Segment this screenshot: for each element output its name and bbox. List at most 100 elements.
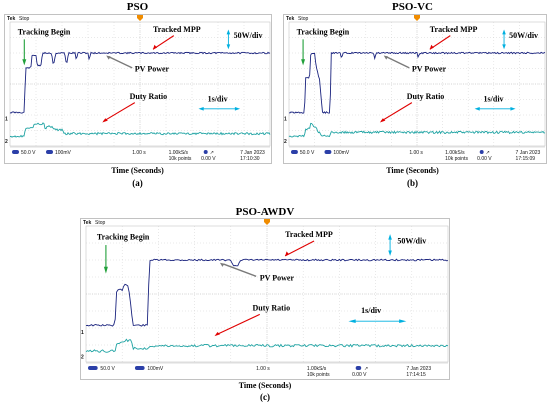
panel-sublabel: (a) bbox=[132, 178, 143, 188]
panel-title: PSO-AWDV bbox=[235, 206, 295, 218]
red-arrowhead-icon bbox=[153, 44, 157, 50]
panel-title: PSO bbox=[126, 1, 149, 13]
duty-ratio-label: Duty Ratio bbox=[407, 92, 445, 101]
x-axis-caption: Time (Seconds) bbox=[386, 166, 439, 175]
power-scale-label: 50W/div bbox=[397, 237, 426, 246]
capture-date: 7 Jan 2023 bbox=[240, 150, 265, 156]
trigger-level: 0.00 V bbox=[201, 156, 216, 162]
ch2-badge-icon bbox=[134, 366, 145, 370]
gray-arrow-icon bbox=[385, 56, 410, 69]
x-axis-caption: Time (Seconds) bbox=[238, 381, 292, 390]
panel-sublabel: (b) bbox=[407, 178, 418, 188]
tracked-mpp-label: Tracked MPP bbox=[285, 230, 333, 239]
duty-ratio-trace bbox=[85, 338, 449, 353]
red-arrow-icon bbox=[103, 102, 136, 122]
capture-date: 7 Jan 2023 bbox=[516, 150, 541, 156]
power-scale-label: 50W/div bbox=[509, 31, 538, 40]
trigger-position-marker-icon bbox=[414, 15, 420, 21]
capture-date: 7 Jan 2023 bbox=[406, 366, 431, 372]
trigger-badge-icon bbox=[355, 366, 362, 370]
ch1-marker: 1 bbox=[81, 330, 84, 336]
ch2-badge-icon bbox=[46, 150, 53, 154]
red-arrow-icon bbox=[284, 240, 315, 257]
ch2-scale: 100mV bbox=[333, 150, 350, 156]
tracking-begin-label: Tracking Begin bbox=[97, 233, 150, 242]
panel-title: PSO-VC bbox=[392, 1, 433, 13]
ch1-marker: 1 bbox=[5, 117, 8, 123]
red-arrowhead-icon bbox=[429, 44, 434, 50]
trigger-badge-icon bbox=[203, 150, 208, 154]
ch1-badge-icon bbox=[291, 150, 298, 154]
trigger-position-marker-icon bbox=[264, 219, 270, 225]
trigger-slope-icon: ↗ bbox=[486, 150, 490, 156]
ch2-scale: 100mV bbox=[147, 366, 164, 372]
time-scale-label: 1s/div bbox=[361, 306, 381, 315]
green-arrowhead-icon bbox=[22, 59, 27, 66]
scope-brand: Tek bbox=[83, 220, 91, 226]
panel-a: PSO Tek Stop 1 2 Tracking Begin Tracked MPP 50… bbox=[0, 0, 275, 195]
capture-time: 17:10:30 bbox=[240, 156, 260, 162]
duty-ratio-label: Duty Ratio bbox=[130, 92, 168, 101]
duty-ratio-trace bbox=[9, 122, 271, 138]
oscilloscope-screen: Tek Stop 1 2 Tracking Begin Tracked MPP 50W/di… bbox=[80, 218, 450, 380]
scope-brand: Tek bbox=[7, 16, 15, 22]
red-arrow-icon bbox=[216, 313, 260, 336]
timebase: 1.00 s bbox=[409, 150, 423, 156]
tracked-mpp-label: Tracked MPP bbox=[430, 25, 478, 34]
ch1-badge-icon bbox=[12, 150, 19, 154]
red-arrowhead-icon bbox=[214, 331, 221, 337]
gray-arrow-icon bbox=[108, 56, 133, 69]
duty-ratio-trace bbox=[288, 122, 545, 138]
scope-state: Stop bbox=[298, 16, 309, 22]
sample-rate: 1.00kS/s bbox=[169, 150, 189, 156]
ch2-marker: 2 bbox=[81, 355, 84, 361]
red-arrowhead-icon bbox=[285, 251, 290, 256]
oscilloscope-screen: Tek Stop 1 2 Tracking Begin Tracked MPP 50W/di… bbox=[283, 14, 547, 164]
panel-c: PSO-AWDV Tek Stop 1 2 Tracking Begin Tracked … bbox=[80, 206, 450, 403]
oscilloscope-screen: Tek Stop 1 2 Tracking Begin Tracked MPP 50W/di… bbox=[4, 14, 272, 164]
sample-rate: 1.00kS/s bbox=[307, 366, 327, 372]
gray-arrowhead-icon bbox=[106, 55, 111, 60]
pv-power-trace bbox=[288, 51, 546, 114]
record-length: 10k points bbox=[445, 156, 468, 162]
ch1-marker: 1 bbox=[284, 117, 287, 123]
pv-power-trace bbox=[9, 51, 271, 114]
pv-power-label: PV Power bbox=[135, 65, 170, 74]
ch1-badge-icon bbox=[88, 366, 98, 370]
pv-power-label: PV Power bbox=[260, 273, 295, 282]
timebase: 1.00 s bbox=[132, 150, 146, 156]
red-arrow-icon bbox=[429, 35, 451, 50]
record-length: 10k points bbox=[169, 156, 192, 162]
green-arrowhead-icon bbox=[103, 266, 108, 274]
capture-time: 17:14:15 bbox=[406, 372, 426, 378]
time-scale-label: 1s/div bbox=[208, 94, 228, 103]
ch1-scale: 50.0 V bbox=[21, 150, 36, 156]
gray-arrowhead-icon bbox=[383, 55, 389, 60]
trigger-position-marker-icon bbox=[137, 15, 143, 21]
ch2-marker: 2 bbox=[284, 139, 287, 145]
time-scale-arrowheads-icon bbox=[474, 107, 516, 111]
green-arrowhead-icon bbox=[301, 59, 306, 66]
red-arrowhead-icon bbox=[102, 118, 108, 123]
ch2-scale: 100mV bbox=[55, 150, 72, 156]
duty-ratio-label: Duty Ratio bbox=[253, 303, 291, 312]
trigger-level: 0.00 V bbox=[477, 156, 492, 162]
power-scale-arrowheads-icon bbox=[226, 29, 231, 50]
timebase: 1.00 s bbox=[256, 366, 270, 372]
red-arrowhead-icon bbox=[379, 118, 386, 123]
gray-arrowhead-icon bbox=[219, 262, 225, 267]
panel-sublabel: (c) bbox=[260, 392, 270, 402]
scope-brand: Tek bbox=[286, 16, 294, 22]
scope-state: Stop bbox=[19, 16, 30, 22]
record-length: 10k points bbox=[307, 372, 330, 378]
x-axis-caption: Time (Seconds) bbox=[111, 166, 164, 175]
red-arrow-icon bbox=[380, 102, 413, 122]
gray-arrow-icon bbox=[223, 263, 257, 277]
sample-rate: 1.00kS/s bbox=[445, 150, 465, 156]
capture-time: 17:15:09 bbox=[516, 156, 536, 162]
ch1-scale: 50.0 V bbox=[100, 366, 115, 372]
panel-b: PSO-VC Tek Stop 1 2 Tracking Begin Tracked MP… bbox=[275, 0, 550, 195]
ch2-marker: 2 bbox=[5, 139, 8, 145]
ch2-badge-icon bbox=[324, 150, 332, 154]
time-scale-label: 1s/div bbox=[484, 94, 504, 103]
